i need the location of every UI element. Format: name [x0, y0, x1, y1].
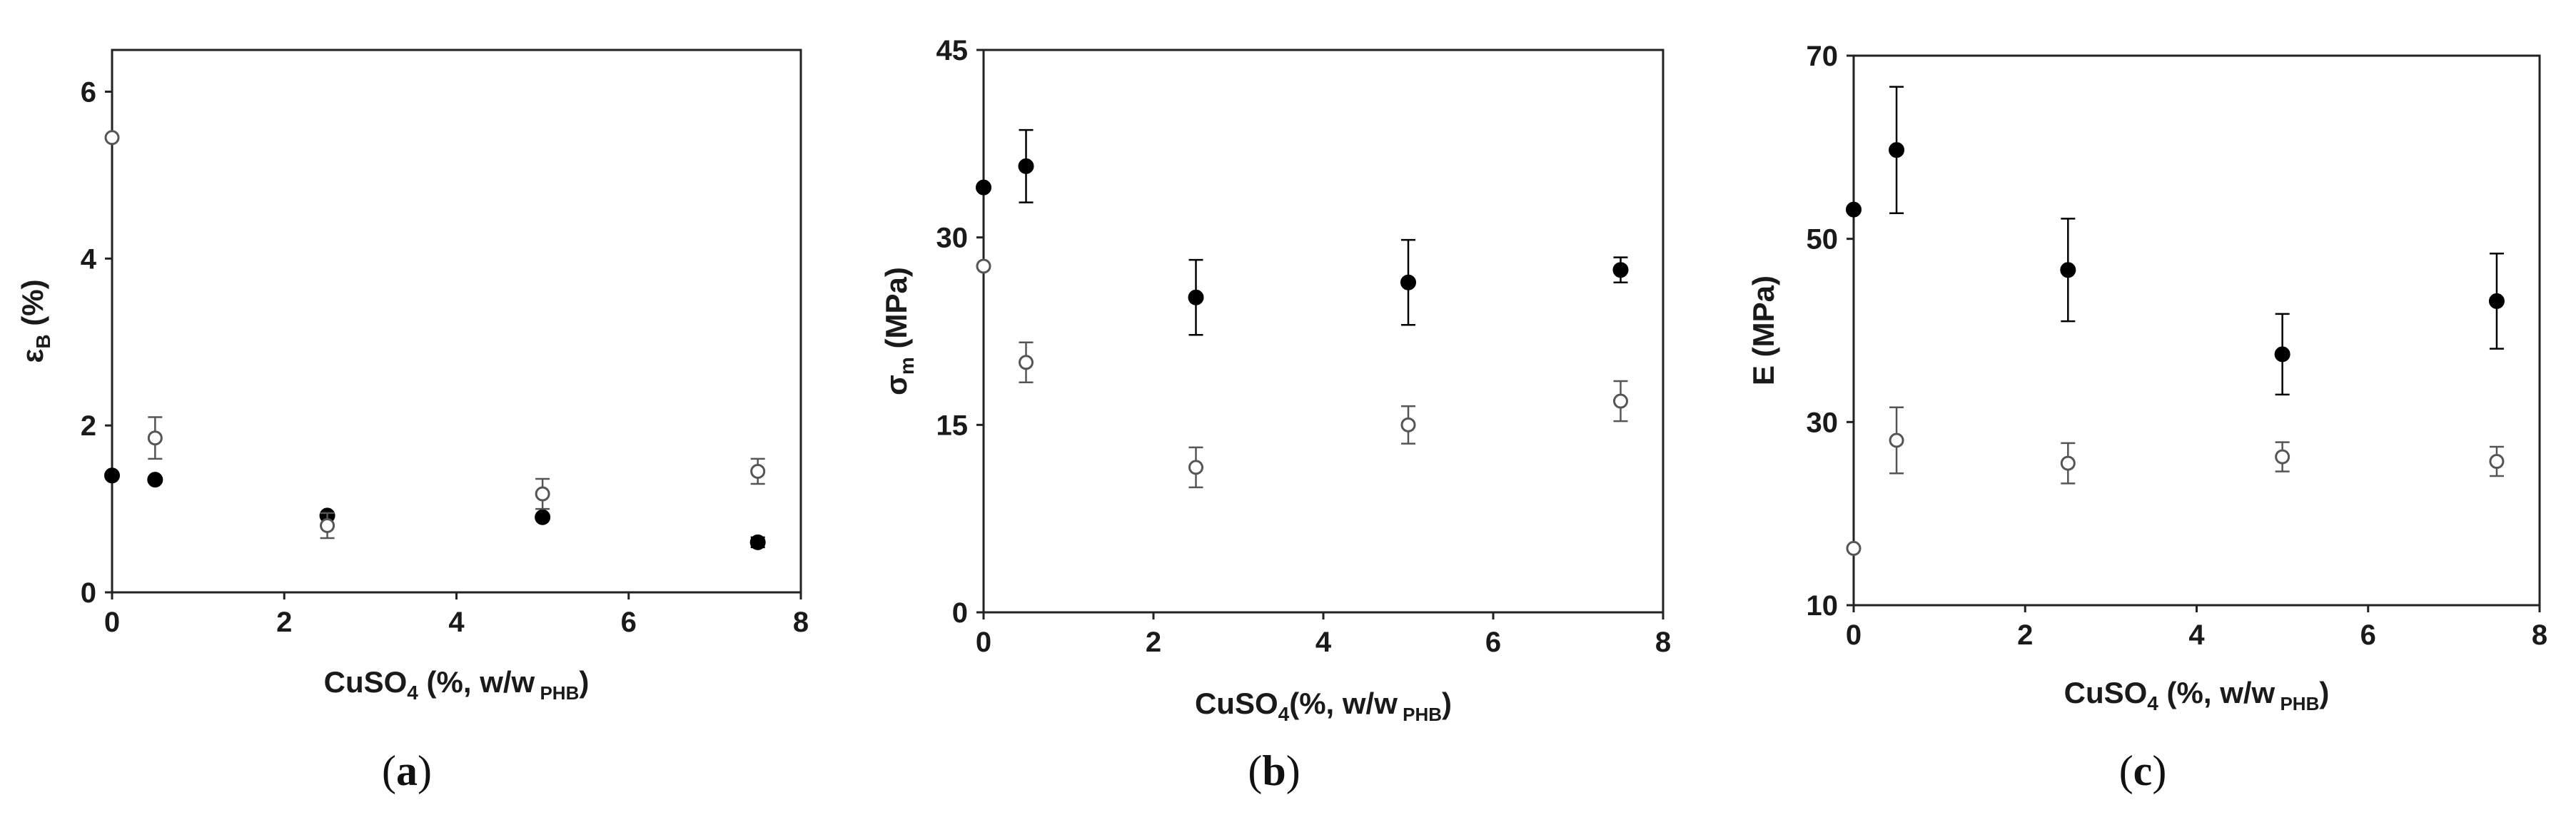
data-point-open: [1846, 540, 1862, 556]
plot-frame: [1852, 54, 2541, 607]
y-axis-label: σm (MPa): [879, 267, 918, 395]
data-point-filled: [1889, 142, 1905, 158]
x-tick-label: 2: [1146, 627, 1161, 658]
x-tick-label: 8: [1655, 627, 1671, 658]
x-tick-label: 0: [976, 627, 991, 658]
x-tick-label: 2: [2017, 619, 2033, 651]
x-tick-label: 0: [1846, 619, 1862, 651]
y-tick-label: 45: [936, 35, 969, 66]
x-tick-label: 6: [1485, 627, 1501, 658]
x-tick-label: 4: [448, 607, 465, 638]
data-point-filled: [2060, 262, 2076, 278]
data-point-open: [147, 430, 163, 446]
y-tick-label: 6: [81, 76, 96, 108]
y-tick-label: 0: [952, 597, 968, 629]
x-tick-label: 8: [793, 607, 809, 638]
data-point-filled: [2488, 293, 2505, 309]
data-point-filled: [1846, 201, 1862, 218]
data-point-filled: [749, 534, 766, 550]
data-point-open: [976, 258, 991, 274]
y-tick-label: 2: [81, 410, 96, 442]
panel-caption: (b): [1248, 747, 1300, 794]
data-point-open: [2060, 455, 2076, 471]
x-tick-label: 0: [104, 607, 120, 638]
y-tick-label: 15: [936, 410, 969, 441]
data-point-open: [1188, 460, 1203, 475]
panel-a: 0 2 4 6 8 0 2 4 6 εB (%) CuSO4 (%, w/w PHB) (a): [16, 49, 809, 794]
x-tick-label: 4: [2188, 619, 2205, 651]
x-tick-label: 6: [621, 607, 637, 638]
plot-frame: [982, 49, 1665, 614]
y-tick-label: 30: [936, 223, 969, 254]
x-tick-label: 2: [276, 607, 292, 638]
x-axis-label: CuSO4(%, w/w PHB): [1195, 687, 1452, 725]
data-point-open: [1400, 417, 1416, 432]
y-axis-label: E (MPa): [1747, 275, 1780, 385]
data-point-open: [1889, 432, 1904, 448]
y-tick-label: 10: [1807, 590, 1839, 622]
data-point-filled: [976, 179, 991, 196]
data-point-open: [750, 463, 766, 479]
x-axis-label: CuSO4 (%, w/w PHB): [324, 665, 590, 704]
data-point-open: [320, 517, 335, 533]
x-tick-label: 8: [2532, 619, 2547, 651]
data-point-open: [535, 486, 550, 502]
data-point-filled: [1612, 262, 1629, 278]
data-point-open: [1613, 393, 1628, 409]
y-tick-label: 4: [81, 243, 97, 275]
data-point-open: [1019, 355, 1034, 370]
data-point-filled: [104, 467, 120, 484]
panel-caption: (a): [382, 747, 432, 794]
data-point-open: [104, 130, 120, 146]
x-axis-label: CuSO4 (%, w/w PHB): [2064, 676, 2330, 714]
plot-frame: [111, 49, 802, 594]
data-point-filled: [1400, 274, 1416, 290]
panel-caption: (c): [2119, 747, 2167, 794]
x-tick-label: 4: [1315, 627, 1332, 658]
data-point-open: [2489, 454, 2505, 470]
data-point-filled: [1018, 158, 1034, 174]
y-tick-label: 0: [81, 577, 96, 609]
panel-b: 0 2 4 6 8 0 15 30 45 σm (MPa) CuSO4(%, w/w PHB) (b): [879, 35, 1671, 794]
y-tick-label: 30: [1807, 407, 1839, 438]
data-point-open: [2275, 449, 2290, 465]
data-point-filled: [1188, 289, 1204, 305]
data-point-filled: [147, 472, 163, 488]
data-point-filled: [2274, 346, 2290, 363]
x-tick-label: 6: [2360, 619, 2376, 651]
y-tick-label: 70: [1807, 41, 1839, 72]
y-axis-label: εB (%): [16, 279, 54, 363]
y-tick-label: 50: [1807, 224, 1839, 255]
panel-c: 0 2 4 6 8 10 30 50 70 E (MPa) CuSO4 (%, w/w PHB) (c…: [1747, 41, 2547, 794]
data-point-filled: [535, 509, 551, 525]
